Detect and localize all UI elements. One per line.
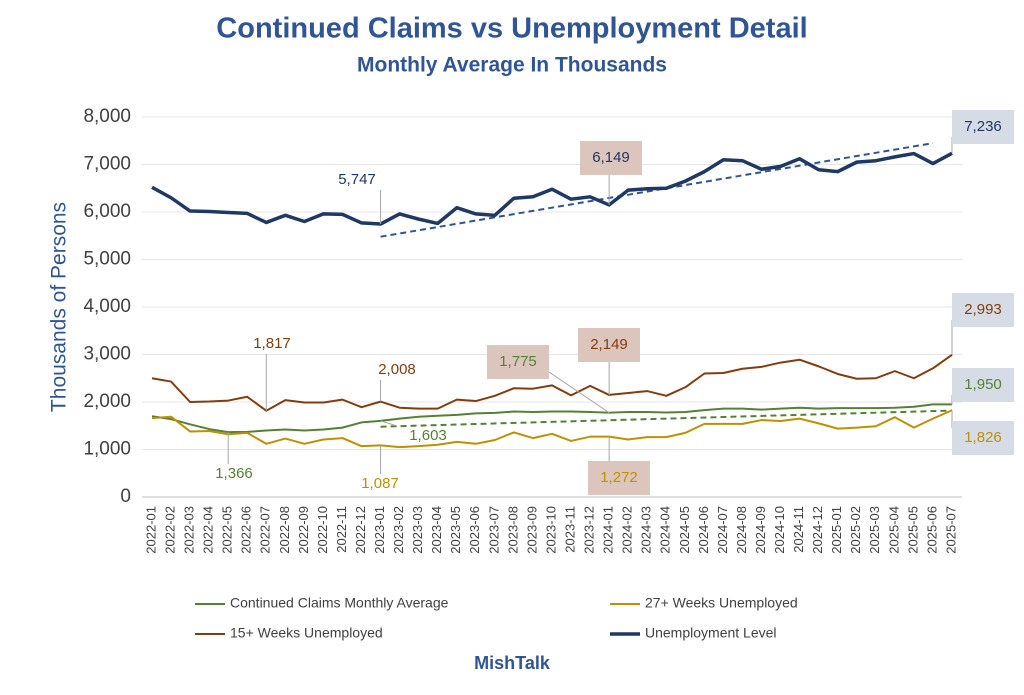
x-tick-label: 2023-08 xyxy=(505,506,520,554)
data-label: 1,087 xyxy=(361,475,399,492)
legend-label: Continued Claims Monthly Average xyxy=(230,595,449,611)
x-tick-label: 2023-12 xyxy=(582,506,597,554)
x-tick-label: 2023-11 xyxy=(562,506,577,553)
data-label: 1,775 xyxy=(499,353,537,370)
y-tick-label: 0 xyxy=(120,486,131,507)
data-label: 1,817 xyxy=(253,335,291,352)
label-box xyxy=(952,368,1014,402)
legend-label: 27+ Weeks Unemployed xyxy=(645,595,798,611)
x-tick-label: 2022-10 xyxy=(315,506,330,554)
x-tick-label: 2023-02 xyxy=(391,506,406,554)
x-tick-label: 2024-07 xyxy=(715,506,730,554)
label-box xyxy=(580,141,642,175)
x-tick-label: 2025-03 xyxy=(867,506,882,554)
y-tick-label: 6,000 xyxy=(83,201,131,222)
x-tick-label: 2024-11 xyxy=(791,506,806,553)
data-label: 6,149 xyxy=(592,149,630,166)
x-tick-label: 2025-05 xyxy=(905,506,920,554)
x-tick-label: 2024-10 xyxy=(772,506,787,554)
x-tick-label: 2024-01 xyxy=(601,506,616,554)
series-line xyxy=(151,354,953,412)
footer: MishTalk xyxy=(474,653,551,673)
leader-line xyxy=(380,420,398,427)
data-label: 2,149 xyxy=(590,336,628,353)
x-tick-label: 2024-12 xyxy=(810,506,825,554)
x-tick-label: 2022-06 xyxy=(239,506,254,554)
y-tick-label: 8,000 xyxy=(83,106,131,127)
x-tick-label: 2022-09 xyxy=(296,506,311,554)
y-axis-title: Thousands of Persons xyxy=(48,202,71,412)
x-tick-label: 2022-11 xyxy=(334,506,349,553)
x-tick-label: 2023-07 xyxy=(486,506,501,554)
label-box xyxy=(578,328,640,362)
legend-label: 15+ Weeks Unemployed xyxy=(230,625,383,641)
x-tick-label: 2022-08 xyxy=(277,506,292,554)
y-tick-label: 5,000 xyxy=(83,249,131,270)
x-tick-label: 2024-04 xyxy=(658,506,673,554)
data-label: 1,826 xyxy=(964,429,1002,446)
x-tick-label: 2025-07 xyxy=(943,506,958,554)
y-tick-label: 3,000 xyxy=(83,344,131,365)
x-tick-label: 2024-06 xyxy=(696,506,711,554)
data-label: 1,366 xyxy=(215,465,253,482)
series-line xyxy=(151,151,953,226)
x-tick-label: 2025-02 xyxy=(848,506,863,554)
x-tick-label: 2022-12 xyxy=(353,506,368,554)
label-box xyxy=(952,293,1014,327)
data-label: 1,272 xyxy=(600,469,638,486)
x-tick-label: 2023-01 xyxy=(372,506,387,554)
x-tick-label: 2022-02 xyxy=(162,506,177,554)
data-label: 1,603 xyxy=(409,427,447,444)
x-tick-label: 2023-10 xyxy=(543,506,558,554)
data-label: 5,747 xyxy=(338,171,376,188)
x-tick-label: 2022-07 xyxy=(258,506,273,554)
x-tick-label: 2022-01 xyxy=(143,506,158,554)
x-tick-label: 2023-05 xyxy=(448,506,463,554)
data-label: 7,236 xyxy=(964,118,1002,135)
x-tick-label: 2022-03 xyxy=(182,506,197,554)
label-box xyxy=(588,461,650,495)
label-box xyxy=(487,345,549,379)
x-tick-label: 2023-03 xyxy=(410,506,425,554)
label-box xyxy=(952,110,1014,144)
leader-line xyxy=(548,371,610,414)
y-tick-label: 1,000 xyxy=(83,439,131,460)
x-tick-label: 2024-03 xyxy=(639,506,654,554)
series-line xyxy=(151,409,953,449)
y-tick-label: 4,000 xyxy=(83,296,131,317)
x-tick-label: 2025-01 xyxy=(829,506,844,554)
x-tick-label: 2025-06 xyxy=(924,506,939,554)
data-label: 1,950 xyxy=(964,376,1002,393)
series-line xyxy=(151,403,952,434)
x-tick-label: 2023-04 xyxy=(429,506,444,554)
legend-label: Unemployment Level xyxy=(645,625,777,641)
data-label: 2,008 xyxy=(378,361,416,378)
chart-title: Continued Claims vs Unemployment Detail xyxy=(216,13,807,45)
data-label: 2,993 xyxy=(964,301,1002,318)
x-tick-label: 2022-04 xyxy=(201,506,216,554)
x-tick-label: 2024-02 xyxy=(620,506,635,554)
x-tick-label: 2024-09 xyxy=(753,506,768,554)
x-tick-label: 2024-05 xyxy=(677,506,692,554)
x-tick-label: 2023-09 xyxy=(524,506,539,554)
y-tick-label: 7,000 xyxy=(83,154,131,175)
label-box xyxy=(952,421,1014,455)
x-tick-label: 2023-06 xyxy=(467,506,482,554)
x-tick-label: 2022-05 xyxy=(220,506,235,554)
x-tick-label: 2024-08 xyxy=(734,506,749,554)
y-tick-label: 2,000 xyxy=(83,391,131,412)
x-tick-label: 2025-04 xyxy=(886,506,901,554)
chart-subtitle: Monthly Average In Thousands xyxy=(357,54,667,77)
trendline xyxy=(380,409,953,428)
